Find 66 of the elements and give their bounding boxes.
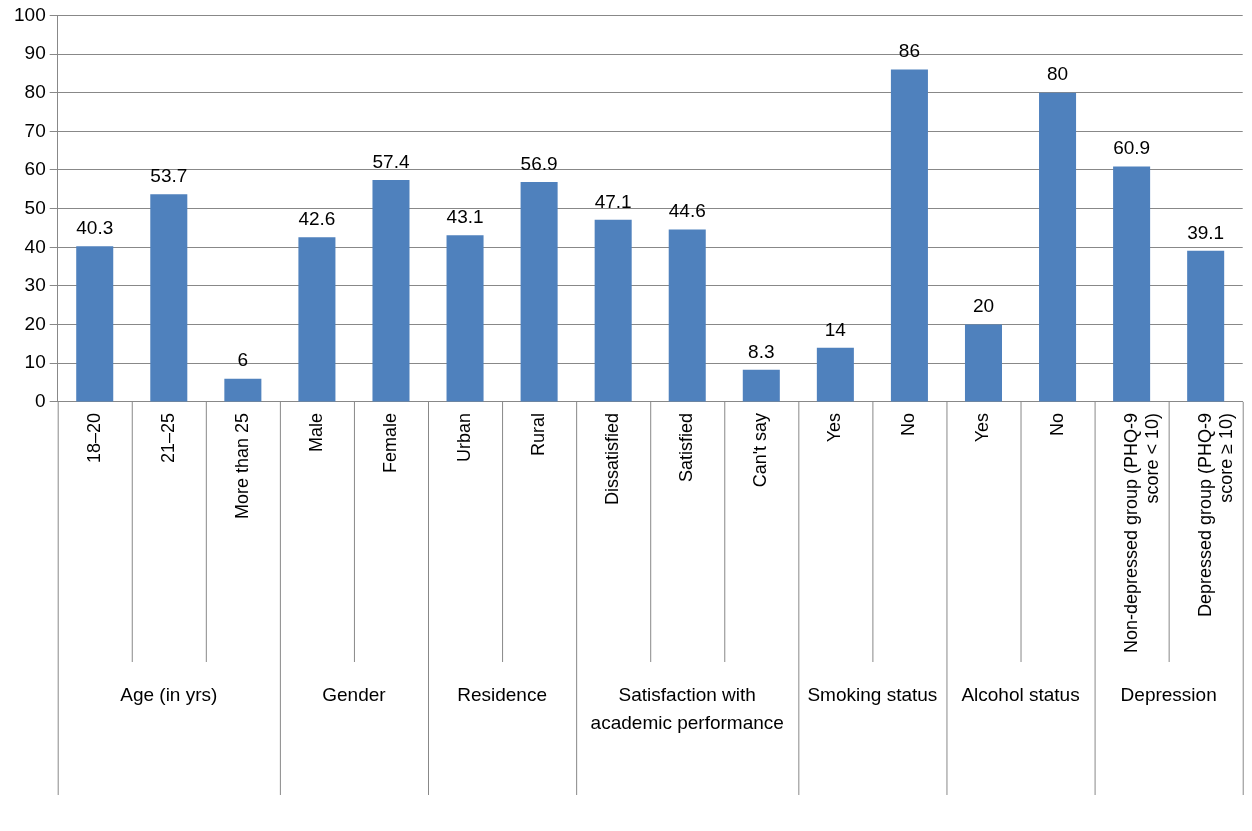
x-tick-label: 18–20 (83, 412, 104, 463)
data-label: 42.6 (298, 207, 336, 229)
bar (372, 180, 410, 402)
bar (224, 378, 262, 402)
bar (1039, 92, 1077, 402)
x-tick-label: Urban (454, 412, 475, 462)
x-tick-label: Can't say (750, 412, 771, 488)
data-label: 6 (237, 349, 249, 371)
y-tick-label: 60 (24, 158, 46, 180)
data-label: 14 (824, 318, 847, 340)
text: Age (in yrs) (120, 683, 218, 705)
bar (298, 237, 336, 402)
y-tick-label: 0 (35, 390, 46, 412)
bar (76, 246, 114, 402)
y-tick-label: 80 (24, 80, 46, 102)
text: Smoking status (807, 683, 938, 705)
data-label: 53.7 (150, 165, 188, 187)
y-tick-label: 30 (24, 274, 46, 296)
data-label: 56.9 (520, 152, 558, 174)
y-tick-label: 10 (24, 351, 46, 373)
text: Depression (1120, 683, 1217, 705)
text: Gender (322, 683, 387, 705)
y-tick-label: 100 (14, 3, 46, 25)
data-label: 20 (972, 295, 995, 317)
y-tick-label: 20 (24, 312, 46, 334)
bar (742, 369, 780, 402)
bar (816, 347, 854, 402)
data-label: 57.4 (372, 150, 410, 172)
x-tick-label: No (898, 412, 919, 436)
data-label: 60.9 (1113, 137, 1151, 159)
data-label: 47.1 (594, 190, 632, 212)
text: Alcohol status (961, 683, 1080, 705)
bar (594, 219, 632, 402)
x-tick-label: No (1046, 412, 1067, 436)
bar (150, 194, 188, 402)
x-tick-label: Male (305, 412, 326, 452)
y-tick-label: 50 (24, 196, 46, 218)
data-label: 80 (1046, 63, 1069, 85)
bar (446, 235, 484, 402)
data-label: 86 (898, 40, 920, 62)
data-label: 40.3 (76, 216, 114, 238)
x-tick-label: More than 25 (231, 412, 252, 519)
data-label: 8.3 (748, 340, 775, 362)
data-label: 43.1 (446, 206, 484, 228)
x-tick-label: Dissatisfied (602, 412, 623, 505)
bar (520, 181, 558, 402)
x-tick-label: Non-depressed group (PHQ-9 score < 10) (1120, 412, 1163, 654)
y-tick-label: 70 (24, 119, 46, 141)
data-label: 39.1 (1187, 221, 1225, 243)
bar (1113, 166, 1151, 402)
bar (964, 324, 1002, 402)
x-tick-label: 21–25 (157, 412, 178, 463)
text: Residence (457, 683, 547, 705)
y-tick-label: 40 (24, 235, 46, 257)
text: Satisfaction with academic performance (590, 683, 784, 733)
x-tick-label: Depressed group (PHQ-9 score ≥ 10) (1194, 412, 1237, 617)
y-tick-label: 90 (24, 42, 46, 64)
x-tick-label: Female (379, 412, 400, 473)
x-tick-label: Rural (528, 412, 549, 456)
x-tick-label: Yes (824, 412, 845, 443)
bar (668, 229, 706, 402)
bar (1187, 250, 1225, 402)
data-label: 44.6 (668, 200, 706, 222)
x-tick-label: Yes (972, 412, 993, 443)
x-tick-label: Satisfied (676, 412, 697, 482)
bar (890, 69, 928, 402)
